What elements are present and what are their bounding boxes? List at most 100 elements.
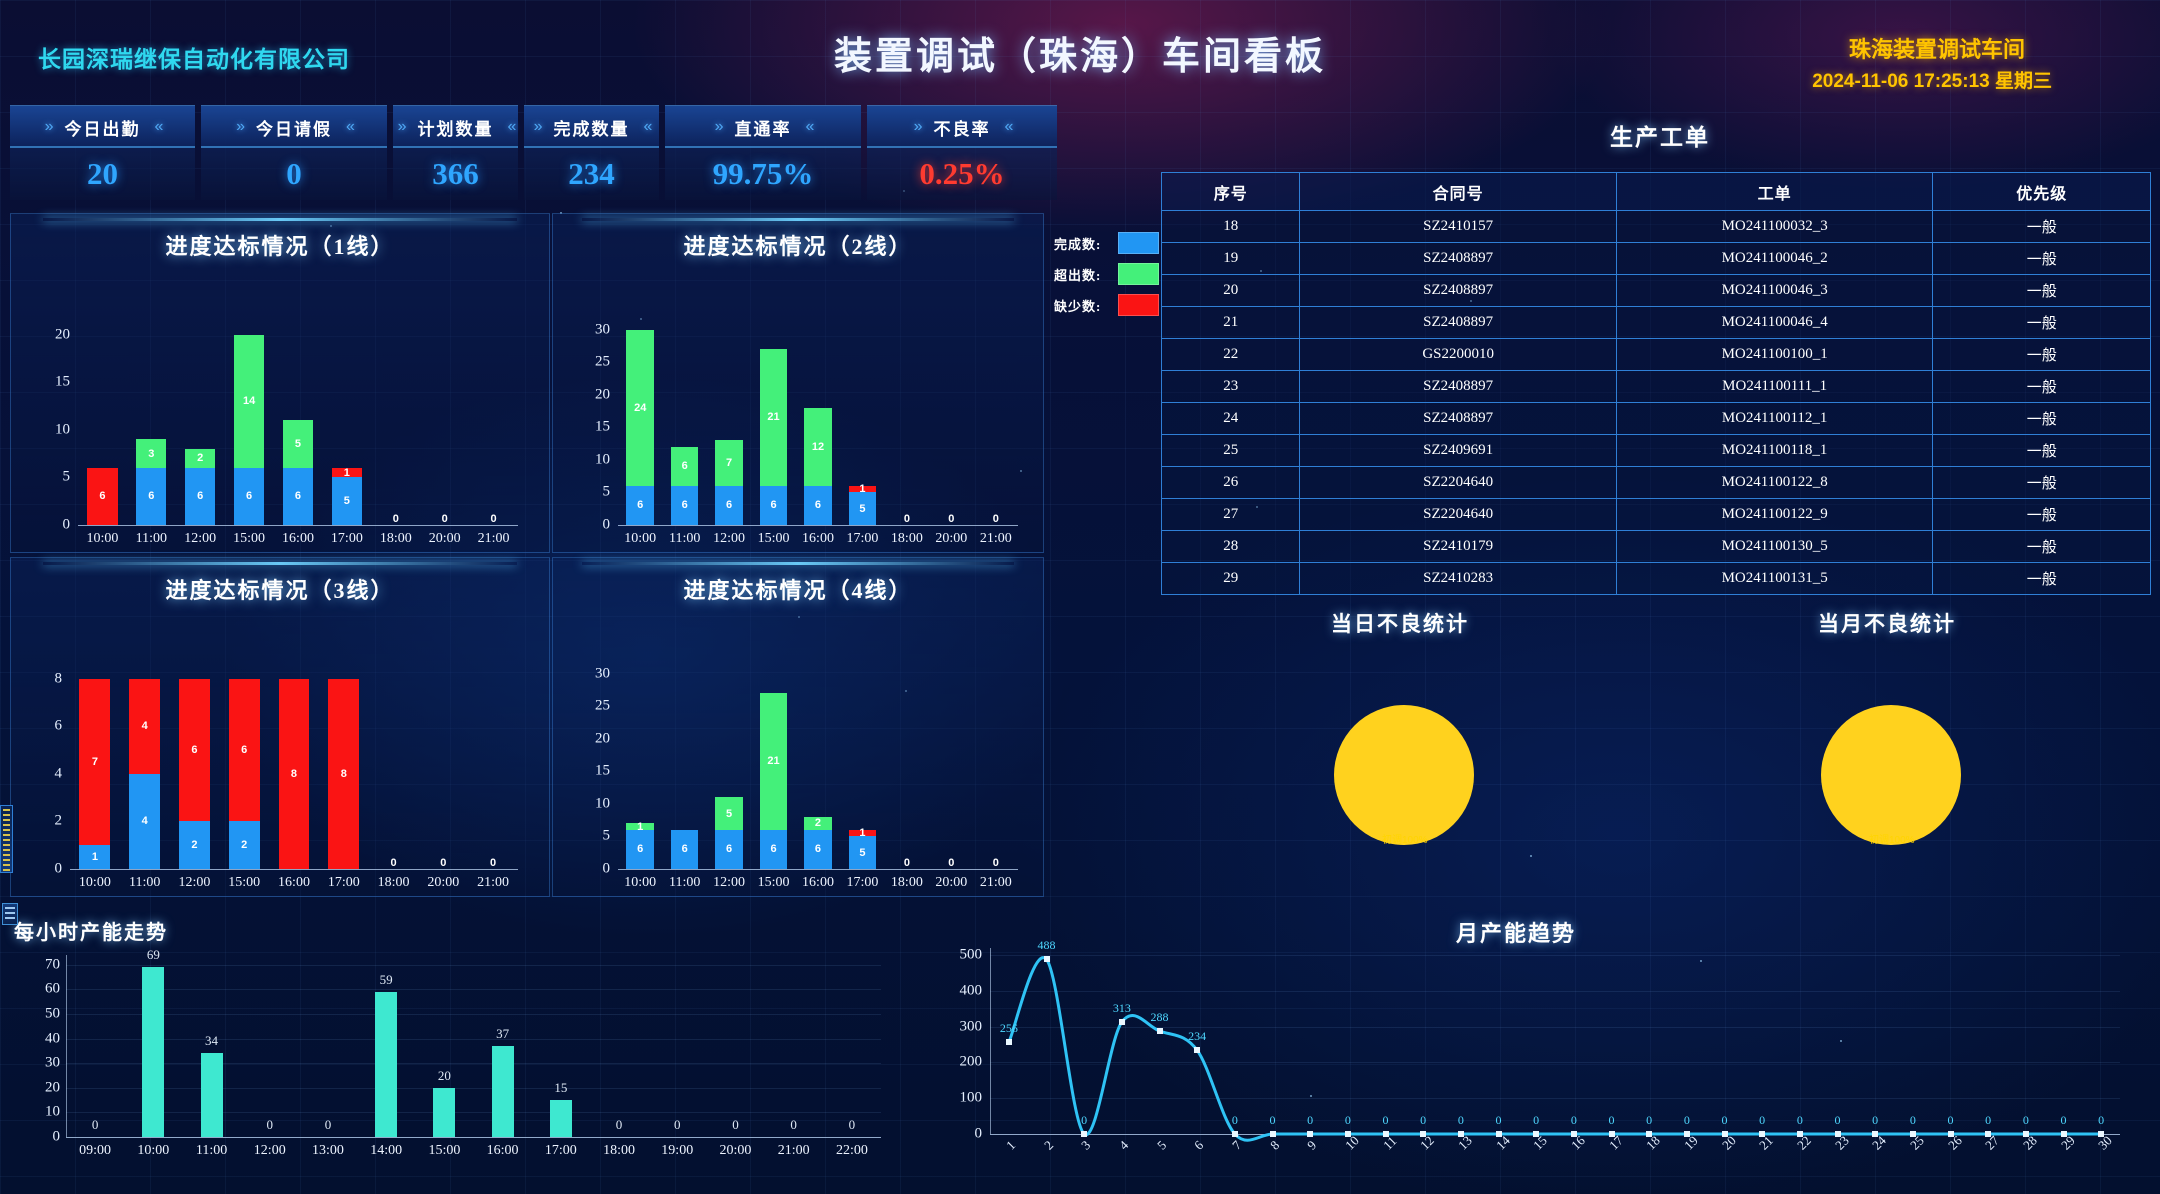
- bar-segment[interactable]: 21: [759, 693, 788, 830]
- bar-segment[interactable]: 6: [626, 485, 654, 525]
- bar-segment[interactable]: 5: [848, 836, 877, 869]
- table-row[interactable]: 25 SZ2409691 MO241100118_1 一般: [1160, 434, 2151, 467]
- bar-segment[interactable]: 6: [179, 678, 210, 822]
- bar-segment[interactable]: 6: [759, 829, 788, 869]
- data-point[interactable]: [1081, 1131, 1088, 1137]
- bar-segment[interactable]: 6: [804, 485, 832, 525]
- data-point[interactable]: [1608, 1131, 1615, 1137]
- table-row[interactable]: 26 SZ2204640 MO241100122_8 一般: [1160, 466, 2151, 499]
- bar-segment[interactable]: 6: [282, 467, 314, 525]
- data-point[interactable]: [1721, 1131, 1728, 1137]
- bar-segment[interactable]: 5: [715, 797, 743, 830]
- data-point[interactable]: [1043, 956, 1050, 963]
- y-axis-tick: 10: [595, 451, 610, 468]
- bar[interactable]: [375, 991, 398, 1137]
- bar-segment[interactable]: 21: [759, 349, 788, 486]
- data-point[interactable]: [1194, 1047, 1201, 1054]
- bar-segment[interactable]: 12: [804, 407, 832, 486]
- data-point[interactable]: [1156, 1027, 1163, 1034]
- bar-segment[interactable]: 6: [759, 485, 788, 525]
- bar-segment[interactable]: 6: [804, 829, 832, 869]
- data-point[interactable]: [1683, 1131, 1690, 1137]
- table-row[interactable]: 19 SZ2408897 MO241100046_2 一般: [1160, 242, 2151, 275]
- y-axis: [66, 955, 67, 1137]
- bar[interactable]: [549, 1100, 572, 1137]
- data-point[interactable]: [1872, 1131, 1879, 1137]
- data-point[interactable]: [2098, 1131, 2105, 1137]
- bar-segment[interactable]: 2: [179, 821, 210, 869]
- data-point[interactable]: [1947, 1131, 1954, 1137]
- bar-segment[interactable]: 2: [185, 448, 216, 468]
- bar-segment[interactable]: 5: [282, 420, 314, 468]
- table-row[interactable]: 22 GS2200010 MO241100100_1 一般: [1160, 338, 2151, 371]
- data-point[interactable]: [1796, 1131, 1803, 1137]
- bar-segment[interactable]: 4: [129, 678, 161, 774]
- bar-segment[interactable]: 1: [848, 827, 877, 839]
- bar-segment[interactable]: 5: [331, 477, 363, 525]
- bar-segment[interactable]: 1: [331, 467, 363, 479]
- bar-segment[interactable]: 5: [848, 492, 877, 525]
- bar-segment[interactable]: 6: [233, 467, 265, 525]
- defect-month-pie[interactable]: [1821, 705, 1961, 845]
- bar-segment[interactable]: 2: [804, 816, 832, 830]
- bar-segment[interactable]: 6: [136, 467, 167, 525]
- table-row[interactable]: 18 SZ2410157 MO241100032_3 一般: [1160, 210, 2151, 243]
- bar[interactable]: [200, 1053, 223, 1137]
- table-row[interactable]: 23 SZ2408897 MO241100111_1 一般: [1160, 370, 2151, 403]
- bar[interactable]: [433, 1087, 456, 1137]
- table-row[interactable]: 28 SZ2410179 MO241100130_5 一般: [1160, 530, 2151, 563]
- data-point[interactable]: [1269, 1131, 1276, 1137]
- table-row[interactable]: 27 SZ2204640 MO241100122_9 一般: [1160, 498, 2151, 531]
- data-point[interactable]: [1570, 1131, 1577, 1137]
- scroll-handle[interactable]: [2, 903, 18, 925]
- bar-segment[interactable]: 1: [626, 821, 654, 833]
- data-point[interactable]: [1231, 1131, 1238, 1137]
- defect-day-pie[interactable]: [1334, 705, 1474, 845]
- bar-segment[interactable]: 6: [670, 829, 699, 869]
- bar-segment[interactable]: 6: [670, 485, 699, 525]
- data-point[interactable]: [1307, 1131, 1314, 1137]
- bar-segment[interactable]: 1: [848, 483, 877, 495]
- bar-segment[interactable]: 7: [79, 678, 111, 846]
- bar-segment[interactable]: 4: [129, 773, 161, 869]
- data-point[interactable]: [1005, 1039, 1012, 1046]
- data-point[interactable]: [1909, 1131, 1916, 1137]
- data-point[interactable]: [1382, 1131, 1389, 1137]
- bar-segment[interactable]: 7: [715, 440, 743, 486]
- bar-segment[interactable]: 24: [626, 329, 654, 486]
- data-point[interactable]: [1759, 1131, 1766, 1137]
- side-handle[interactable]: [0, 805, 13, 873]
- bar[interactable]: [491, 1046, 514, 1137]
- y-axis-tick: 6: [54, 717, 63, 734]
- bar-segment[interactable]: 6: [626, 829, 654, 869]
- y-axis-tick: 400: [959, 982, 983, 999]
- bar-segment[interactable]: 1: [79, 845, 111, 869]
- bar-segment[interactable]: 8: [328, 678, 360, 869]
- bar-segment[interactable]: 8: [278, 678, 310, 869]
- bar-segment[interactable]: 6: [715, 485, 743, 525]
- data-point[interactable]: [1420, 1131, 1427, 1137]
- data-point[interactable]: [1533, 1131, 1540, 1137]
- bar-segment[interactable]: 3: [136, 439, 167, 468]
- bar[interactable]: [142, 967, 165, 1137]
- data-point[interactable]: [1834, 1131, 1841, 1137]
- data-point[interactable]: [1118, 1019, 1125, 1026]
- bar-segment[interactable]: 6: [87, 467, 118, 525]
- table-row[interactable]: 20 SZ2408897 MO241100046_3 一般: [1160, 274, 2151, 307]
- bar-segment[interactable]: 2: [228, 821, 260, 869]
- bar-segment[interactable]: 6: [715, 829, 743, 869]
- bar-segment[interactable]: 6: [228, 678, 260, 822]
- data-point[interactable]: [2022, 1131, 2029, 1137]
- bar-segment[interactable]: 6: [185, 467, 216, 525]
- table-row[interactable]: 24 SZ2408897 MO241100112_1 一般: [1160, 402, 2151, 435]
- data-point[interactable]: [1344, 1131, 1351, 1137]
- table-row[interactable]: 29 SZ2410283 MO241100131_5 一般: [1160, 562, 2151, 595]
- bar-segment[interactable]: 6: [670, 446, 699, 486]
- data-point[interactable]: [2060, 1131, 2067, 1137]
- data-point[interactable]: [1985, 1131, 1992, 1137]
- table-row[interactable]: 21 SZ2408897 MO241100046_4 一般: [1160, 306, 2151, 339]
- data-point[interactable]: [1495, 1131, 1502, 1137]
- bar-segment[interactable]: 14: [233, 334, 265, 468]
- data-point[interactable]: [1457, 1131, 1464, 1137]
- data-point[interactable]: [1646, 1131, 1653, 1137]
